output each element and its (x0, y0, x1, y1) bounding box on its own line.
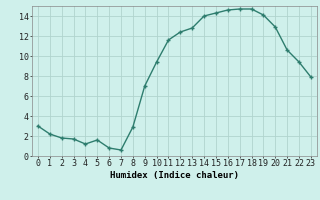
X-axis label: Humidex (Indice chaleur): Humidex (Indice chaleur) (110, 171, 239, 180)
